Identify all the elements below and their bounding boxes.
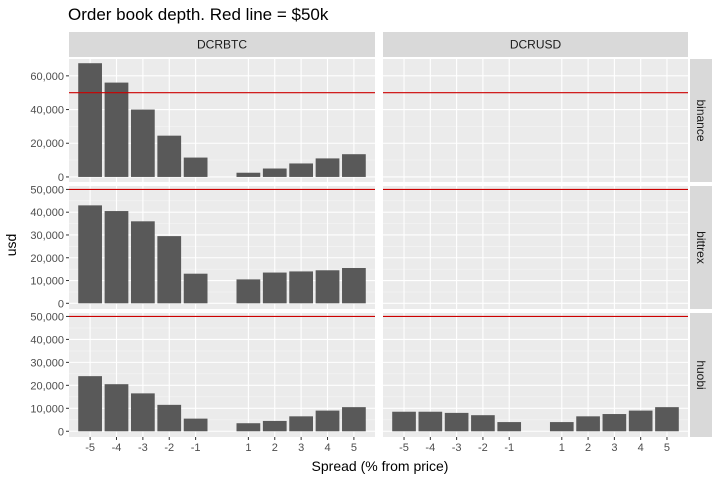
x-tick-label: -2 [164,442,174,454]
x-tick-label: -3 [452,442,462,454]
bar [342,154,366,177]
x-tick-label: 5 [351,442,357,454]
chart-title: Order book depth. Red line = $50k [68,5,329,24]
bar [628,410,653,432]
panel-background [383,59,688,182]
panel-bittrex-DCRBTC: 0 10,000 20,000 30,000 40,000 50,000 [30,184,375,310]
bar [289,271,314,304]
x-tick-label: -2 [478,442,488,454]
bar [104,384,129,432]
row-strip [690,186,712,309]
x-tick-label: 1 [559,442,565,454]
y-tick-label: 0 [58,172,64,184]
y-tick-label: 30,000 [30,230,64,242]
bar [655,407,679,432]
bar [315,270,340,304]
y-tick-label: 0 [58,426,64,438]
x-axis-title: Spread (% from price) [312,458,449,474]
panel-bittrex-DCRUSD [383,186,688,309]
bar [104,211,129,304]
bar [315,158,340,177]
y-tick-label: 10,000 [30,276,64,288]
bar [342,268,366,304]
bar [157,236,182,304]
y-tick-label: 30,000 [30,357,64,369]
bar [497,422,522,432]
y-tick-label: 20,000 [30,138,64,150]
row-strip [690,59,712,182]
x-tick-label: -3 [138,442,148,454]
bar [315,410,340,432]
x-tick-label: -5 [399,442,409,454]
bar [236,172,261,177]
bar [262,420,287,432]
y-axis-title: usd [3,234,19,257]
y-tick-label: 10,000 [30,403,64,415]
bar [342,407,366,432]
bar [444,412,469,432]
bar [236,423,261,432]
panel-binance-DCRUSD [383,59,688,182]
panel-grid: DCRBTC DCRUSDbinancebittrexhuobi020,00040… [30,32,712,454]
x-tick-label: 1 [245,442,251,454]
x-tick-label: -5 [85,442,95,454]
x-tick-label: 5 [664,442,670,454]
bar [157,135,182,177]
column-strip [383,32,688,57]
x-tick-label: 3 [611,442,617,454]
row-strip-label: binance [694,99,708,141]
bar [78,376,102,432]
y-tick-label: 50,000 [30,184,64,196]
bar [78,63,102,177]
bar [183,418,208,432]
x-tick-label: 4 [638,442,644,454]
panel-background [383,186,688,309]
bar [104,82,129,177]
x-tick-label: -1 [191,442,201,454]
bar [576,416,600,432]
x-tick-label: 2 [585,442,591,454]
bar [471,415,495,432]
x-tick-label: 4 [324,442,330,454]
y-tick-label: 20,000 [30,380,64,392]
panel-huobi-DCRBTC: 0 10,000 20,000 30,000 40,000 50,000 -5 -4 -3 -2 -… [30,311,375,454]
bar [236,279,261,304]
y-tick-label: 50,000 [30,311,64,323]
y-tick-label: 60,000 [30,71,64,83]
column-strip [69,32,375,57]
bar [392,411,416,432]
x-tick-label: -4 [425,442,435,454]
x-tick-label: 3 [298,442,304,454]
panel-binance-DCRBTC: 0 20,000 40,000 60,000 [30,59,375,184]
row-strip [690,313,712,437]
column-strip-label: DCRBTC [197,38,247,52]
bar [262,272,287,304]
row-strip-label: bittrex [694,231,708,264]
bar [183,273,208,304]
bar [130,221,155,304]
x-tick-label: -4 [112,442,122,454]
y-tick-label: 0 [58,298,64,310]
panel-huobi-DCRUSD: -5 -4 -3 -2 -1 1 2 3 4 5 [383,313,688,454]
y-tick-label: 20,000 [30,253,64,265]
bar [289,163,314,177]
bar [78,205,102,304]
bar [157,404,182,432]
column-strip-label: DCRUSD [510,38,562,52]
bar [183,157,208,177]
bar [602,414,627,432]
bar [130,393,155,432]
bar [262,168,287,177]
row-strip-label: huobi [694,360,708,389]
bar [289,416,314,432]
x-tick-label: -1 [504,442,514,454]
y-tick-label: 40,000 [30,105,64,117]
x-tick-label: 2 [272,442,278,454]
bar [549,422,574,432]
y-tick-label: 40,000 [30,207,64,219]
y-tick-label: 40,000 [30,334,64,346]
bar [418,411,443,432]
bar [130,109,155,177]
